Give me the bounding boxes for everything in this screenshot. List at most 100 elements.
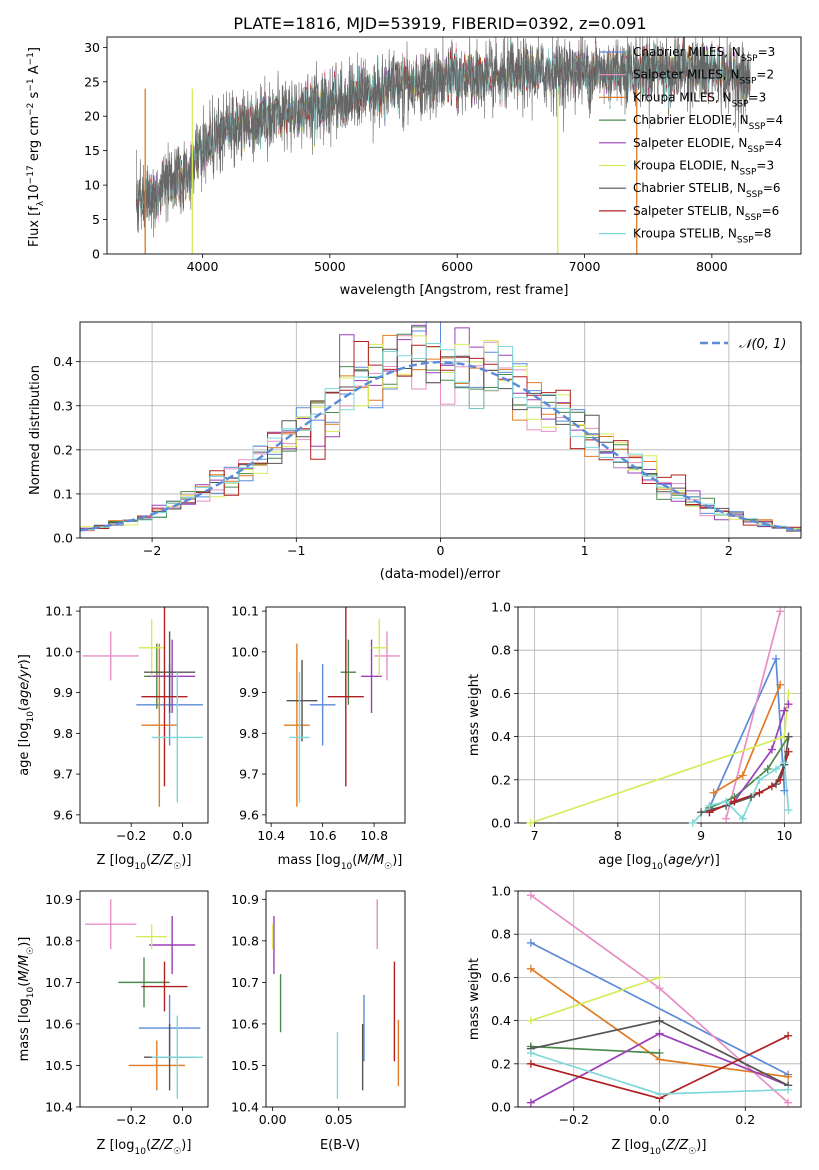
label-part: ]	[27, 47, 42, 52]
y-tick-label: 10.5	[45, 1058, 73, 1073]
y-tick-label: 0.4	[491, 729, 511, 744]
label-part: )]	[17, 654, 32, 664]
y-tick-label: 10.0	[45, 644, 73, 659]
label-part: SSP	[740, 77, 757, 87]
y-tick-label: 10.1	[45, 604, 73, 619]
weight-point-marker	[784, 689, 793, 698]
weight-point-marker	[784, 732, 793, 741]
x-axis-label: E(B-V)	[320, 1138, 360, 1153]
y-tick-label: 10.7	[45, 975, 73, 990]
y-tick-label: 0.2	[491, 772, 511, 787]
weight-point-marker	[730, 797, 739, 806]
label-part: =6	[763, 181, 781, 195]
label-part: mass [log	[17, 998, 32, 1061]
plot-area	[135, 37, 751, 254]
x-tick-label: 2	[725, 543, 733, 558]
y-tick-label: 0	[92, 247, 100, 262]
weight-point-marker	[784, 700, 793, 709]
label-part: =3	[756, 159, 774, 173]
y-tick-label: 10.8	[45, 933, 73, 948]
label-part: =4	[764, 136, 782, 150]
x-axis-label: age [log10(age/yr)]	[598, 853, 720, 872]
label-part: Salpeter ELODIE, N	[633, 136, 747, 150]
x-tick-label: 8	[614, 828, 622, 843]
y-tick-label: 25	[84, 74, 100, 89]
label-part: 10	[26, 711, 36, 723]
axes-frame	[79, 606, 209, 824]
label-part: Z/Z	[150, 853, 174, 868]
label-part: −2	[26, 103, 36, 116]
label-part: (	[17, 706, 32, 711]
weight-point-marker	[755, 775, 764, 784]
y-tick-label: 0.2	[53, 442, 73, 457]
label-part: Z/Z	[150, 1138, 174, 1153]
label-part: age/yr	[668, 853, 711, 868]
plot-area	[271, 899, 400, 1099]
label-part: 10	[651, 862, 663, 872]
label-part: Z [log	[97, 1138, 135, 1153]
y-tick-label: 10.5	[231, 1058, 259, 1073]
label-part: )]	[181, 853, 191, 868]
y-tick-label: 30	[84, 40, 100, 55]
label-part: SSP	[749, 122, 766, 132]
y-tick-label: 10.7	[231, 975, 259, 990]
weight-point-marker	[722, 797, 731, 806]
plot-area	[530, 611, 790, 823]
weight-point-marker	[697, 808, 706, 817]
y-tick-label: 0.8	[491, 927, 511, 942]
label-part: Z/Z	[665, 1138, 689, 1153]
label-part: )]	[696, 1138, 706, 1153]
y-axis-label: age [log10(age/yr)]	[17, 654, 36, 776]
x-tick-label: 0.2	[735, 1112, 755, 1127]
label-part: ☉	[384, 862, 392, 872]
y-tick-label: 0.8	[491, 643, 511, 658]
label-part: SSP	[740, 168, 757, 178]
axes-frame	[517, 606, 802, 824]
label-part: −17	[26, 165, 36, 184]
label-part: age [log	[17, 723, 32, 776]
plot-area	[284, 607, 400, 807]
weight-point-marker	[526, 964, 535, 973]
plot-area	[85, 899, 203, 1099]
label-part: mass [log	[278, 853, 341, 868]
y-axis-label: mass weight	[467, 674, 482, 756]
x-axis-label: mass [log10(M/M☉)]	[278, 853, 403, 872]
data-spectrum-line	[136, 37, 751, 243]
y-tick-label: 9.7	[239, 767, 259, 782]
weight-series-line	[725, 611, 782, 819]
label-part: SSP	[737, 236, 754, 246]
label-part: 10	[341, 862, 353, 872]
label-part: SSP	[746, 190, 763, 200]
weight-point-marker	[655, 1049, 664, 1057]
label-part: erg cm	[27, 116, 42, 165]
label-part: 10	[649, 1147, 661, 1157]
figure-title: PLATE=1816, MJD=53919, FIBERID=0392, z=0…	[233, 14, 646, 33]
y-axis-label: Normed distribution	[28, 365, 43, 495]
weight-point-marker	[526, 819, 535, 827]
label-part: Salpeter MILES, N	[633, 68, 740, 82]
y-tick-label: 9.8	[239, 726, 259, 741]
weight-point-marker	[655, 973, 664, 982]
x-tick-label: 9	[697, 828, 705, 843]
y-tick-label: 9.6	[239, 807, 259, 822]
label-part: Kroupa STELIB, N	[633, 227, 737, 241]
x-tick-label: 6000	[441, 259, 473, 274]
y-tick-label: 0.4	[491, 1013, 511, 1028]
y-tick-label: 0.1	[53, 486, 73, 501]
label-part: Flux [f	[27, 206, 42, 247]
y-tick-label: 9.7	[53, 767, 73, 782]
legend-entry: Salpeter MILES, NSSP=2	[633, 68, 774, 87]
weight-point-marker	[655, 1016, 664, 1025]
weight-point-marker	[772, 780, 781, 789]
weight-point-marker	[772, 765, 781, 773]
x-tick-label: 0	[437, 543, 445, 558]
x-tick-label: 0.05	[325, 1112, 353, 1127]
y-tick-label: 10.8	[231, 933, 259, 948]
x-tick-label: 7	[531, 828, 539, 843]
weight-point-marker	[526, 938, 535, 947]
label-part: (	[661, 1138, 666, 1153]
label-part: =8	[754, 227, 772, 241]
label-part: (	[17, 982, 32, 987]
weight-point-marker	[776, 775, 785, 784]
